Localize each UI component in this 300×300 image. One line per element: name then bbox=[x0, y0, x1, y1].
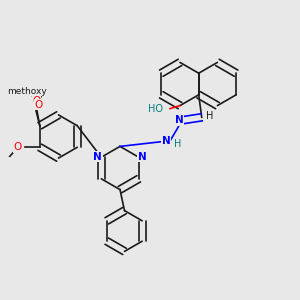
Text: O: O bbox=[14, 142, 22, 152]
Text: N: N bbox=[162, 136, 171, 146]
Text: HO: HO bbox=[148, 103, 163, 114]
Text: N: N bbox=[138, 152, 147, 162]
Text: O: O bbox=[35, 100, 43, 110]
Text: methoxy: methoxy bbox=[8, 87, 47, 96]
Text: O: O bbox=[33, 96, 41, 106]
Text: N: N bbox=[175, 115, 184, 125]
Text: H: H bbox=[174, 139, 182, 149]
Text: N: N bbox=[93, 152, 102, 162]
Text: H: H bbox=[206, 111, 213, 121]
